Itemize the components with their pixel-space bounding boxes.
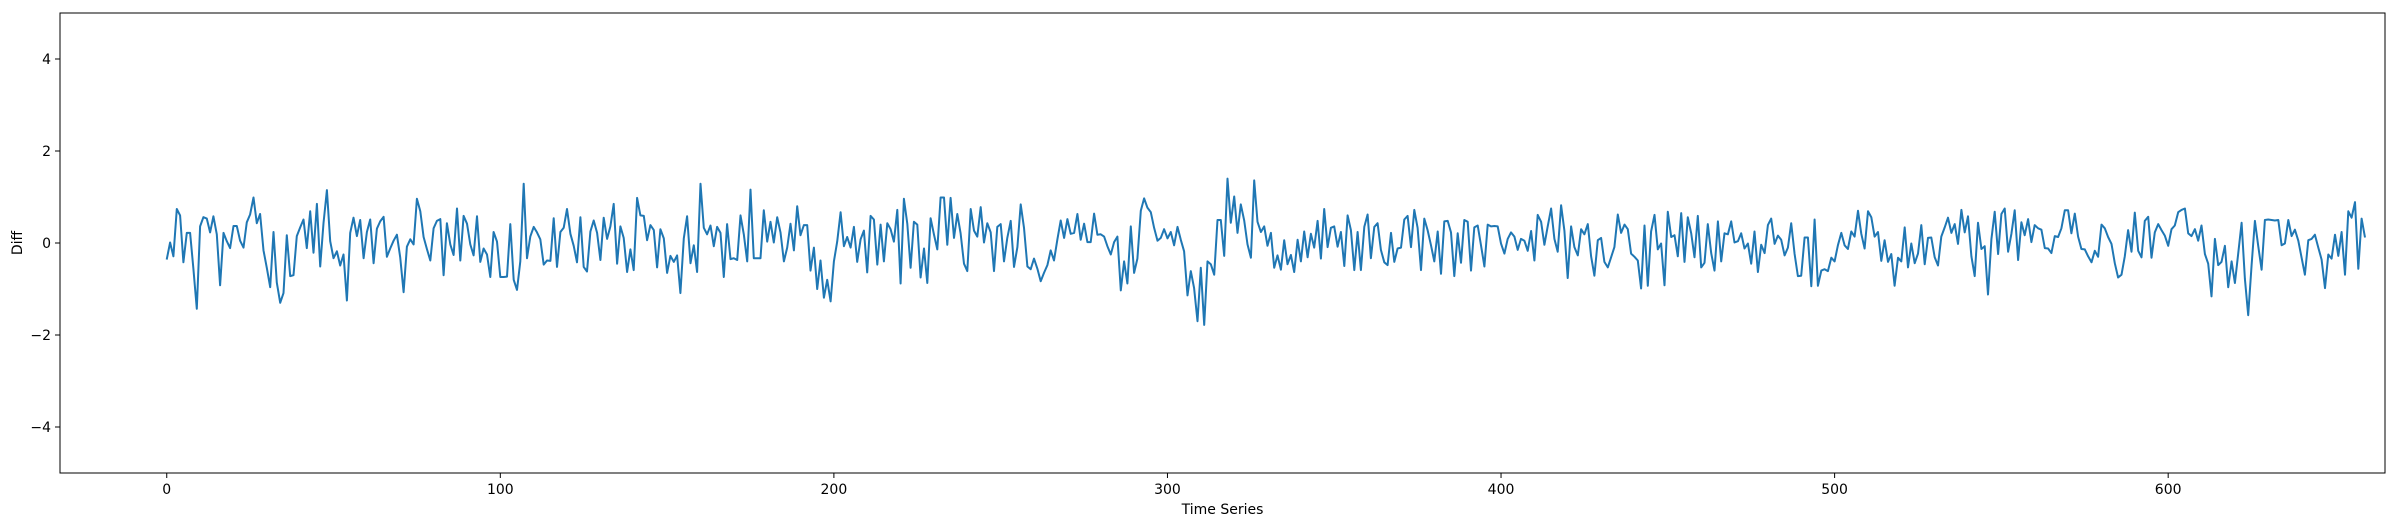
x-tick-label: 0 [162,482,171,498]
x-tick-label: 600 [2155,482,2182,498]
x-tick-label: 200 [821,482,848,498]
y-tick-label: 4 [42,52,51,68]
x-tick-label: 400 [1488,482,1515,498]
y-tick-label: 2 [42,144,51,160]
x-tick-label: 100 [487,482,514,498]
x-tick-label: 300 [1154,482,1181,498]
y-tick-label: −2 [30,328,51,344]
series-line-0 [165,177,2366,326]
x-axis-ticks: 0 100 200 300 400 500 600 [162,473,2182,498]
y-tick-label: −4 [30,420,51,436]
x-tick-label: 500 [1821,482,1848,498]
y-axis-label: Diff [10,230,26,255]
x-axis-label: Time Series [1181,502,1264,518]
y-axis-ticks: −4 −2 0 2 4 [30,52,60,436]
y-tick-label: 0 [42,236,51,252]
